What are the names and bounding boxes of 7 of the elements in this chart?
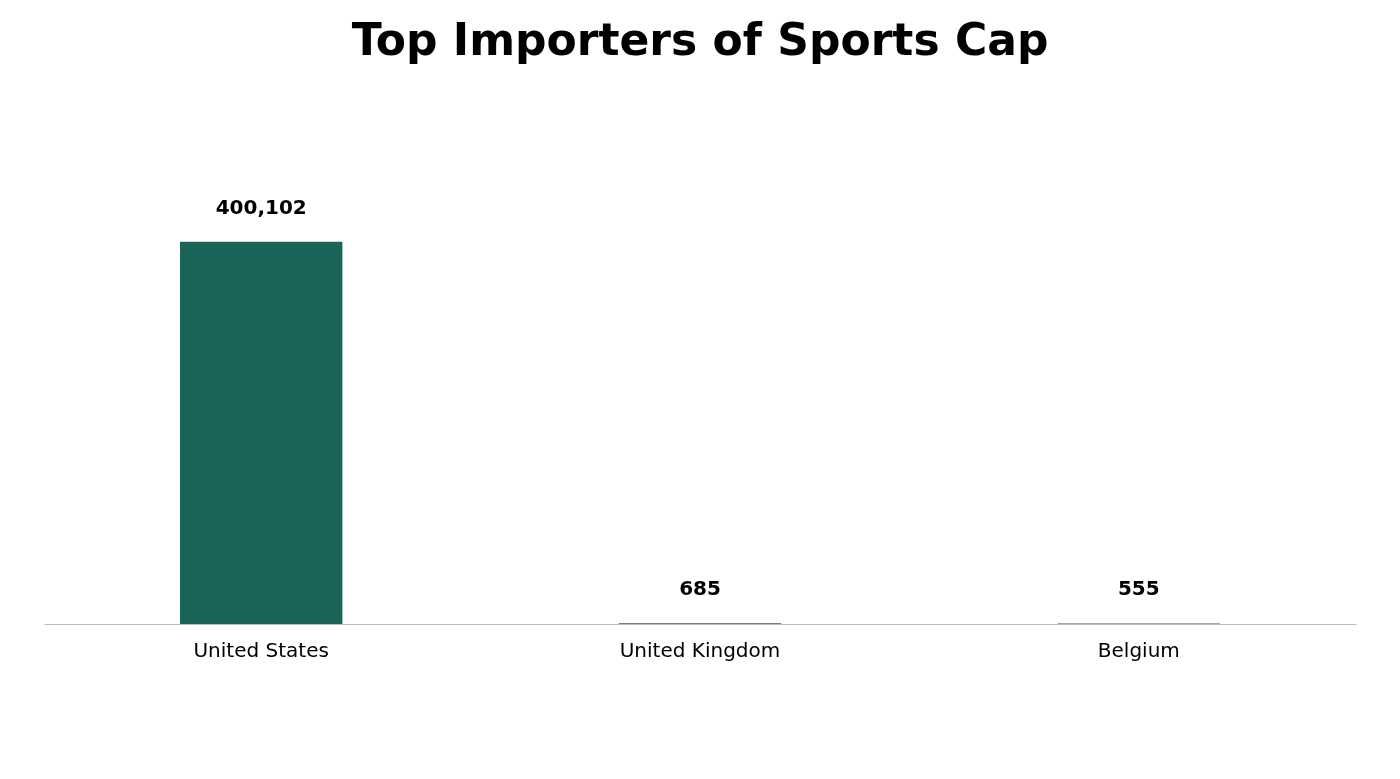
data-label: 685 (679, 576, 721, 601)
x-tick-label: Belgium (1097, 637, 1180, 662)
x-tick-label: United Kingdom (619, 637, 781, 662)
data-label: 555 (1117, 576, 1160, 601)
data-label: 400,102 (215, 194, 307, 219)
x-tick-label: United States (193, 637, 329, 662)
chart-title: Top Importers of Sports Cap (351, 14, 1049, 65)
